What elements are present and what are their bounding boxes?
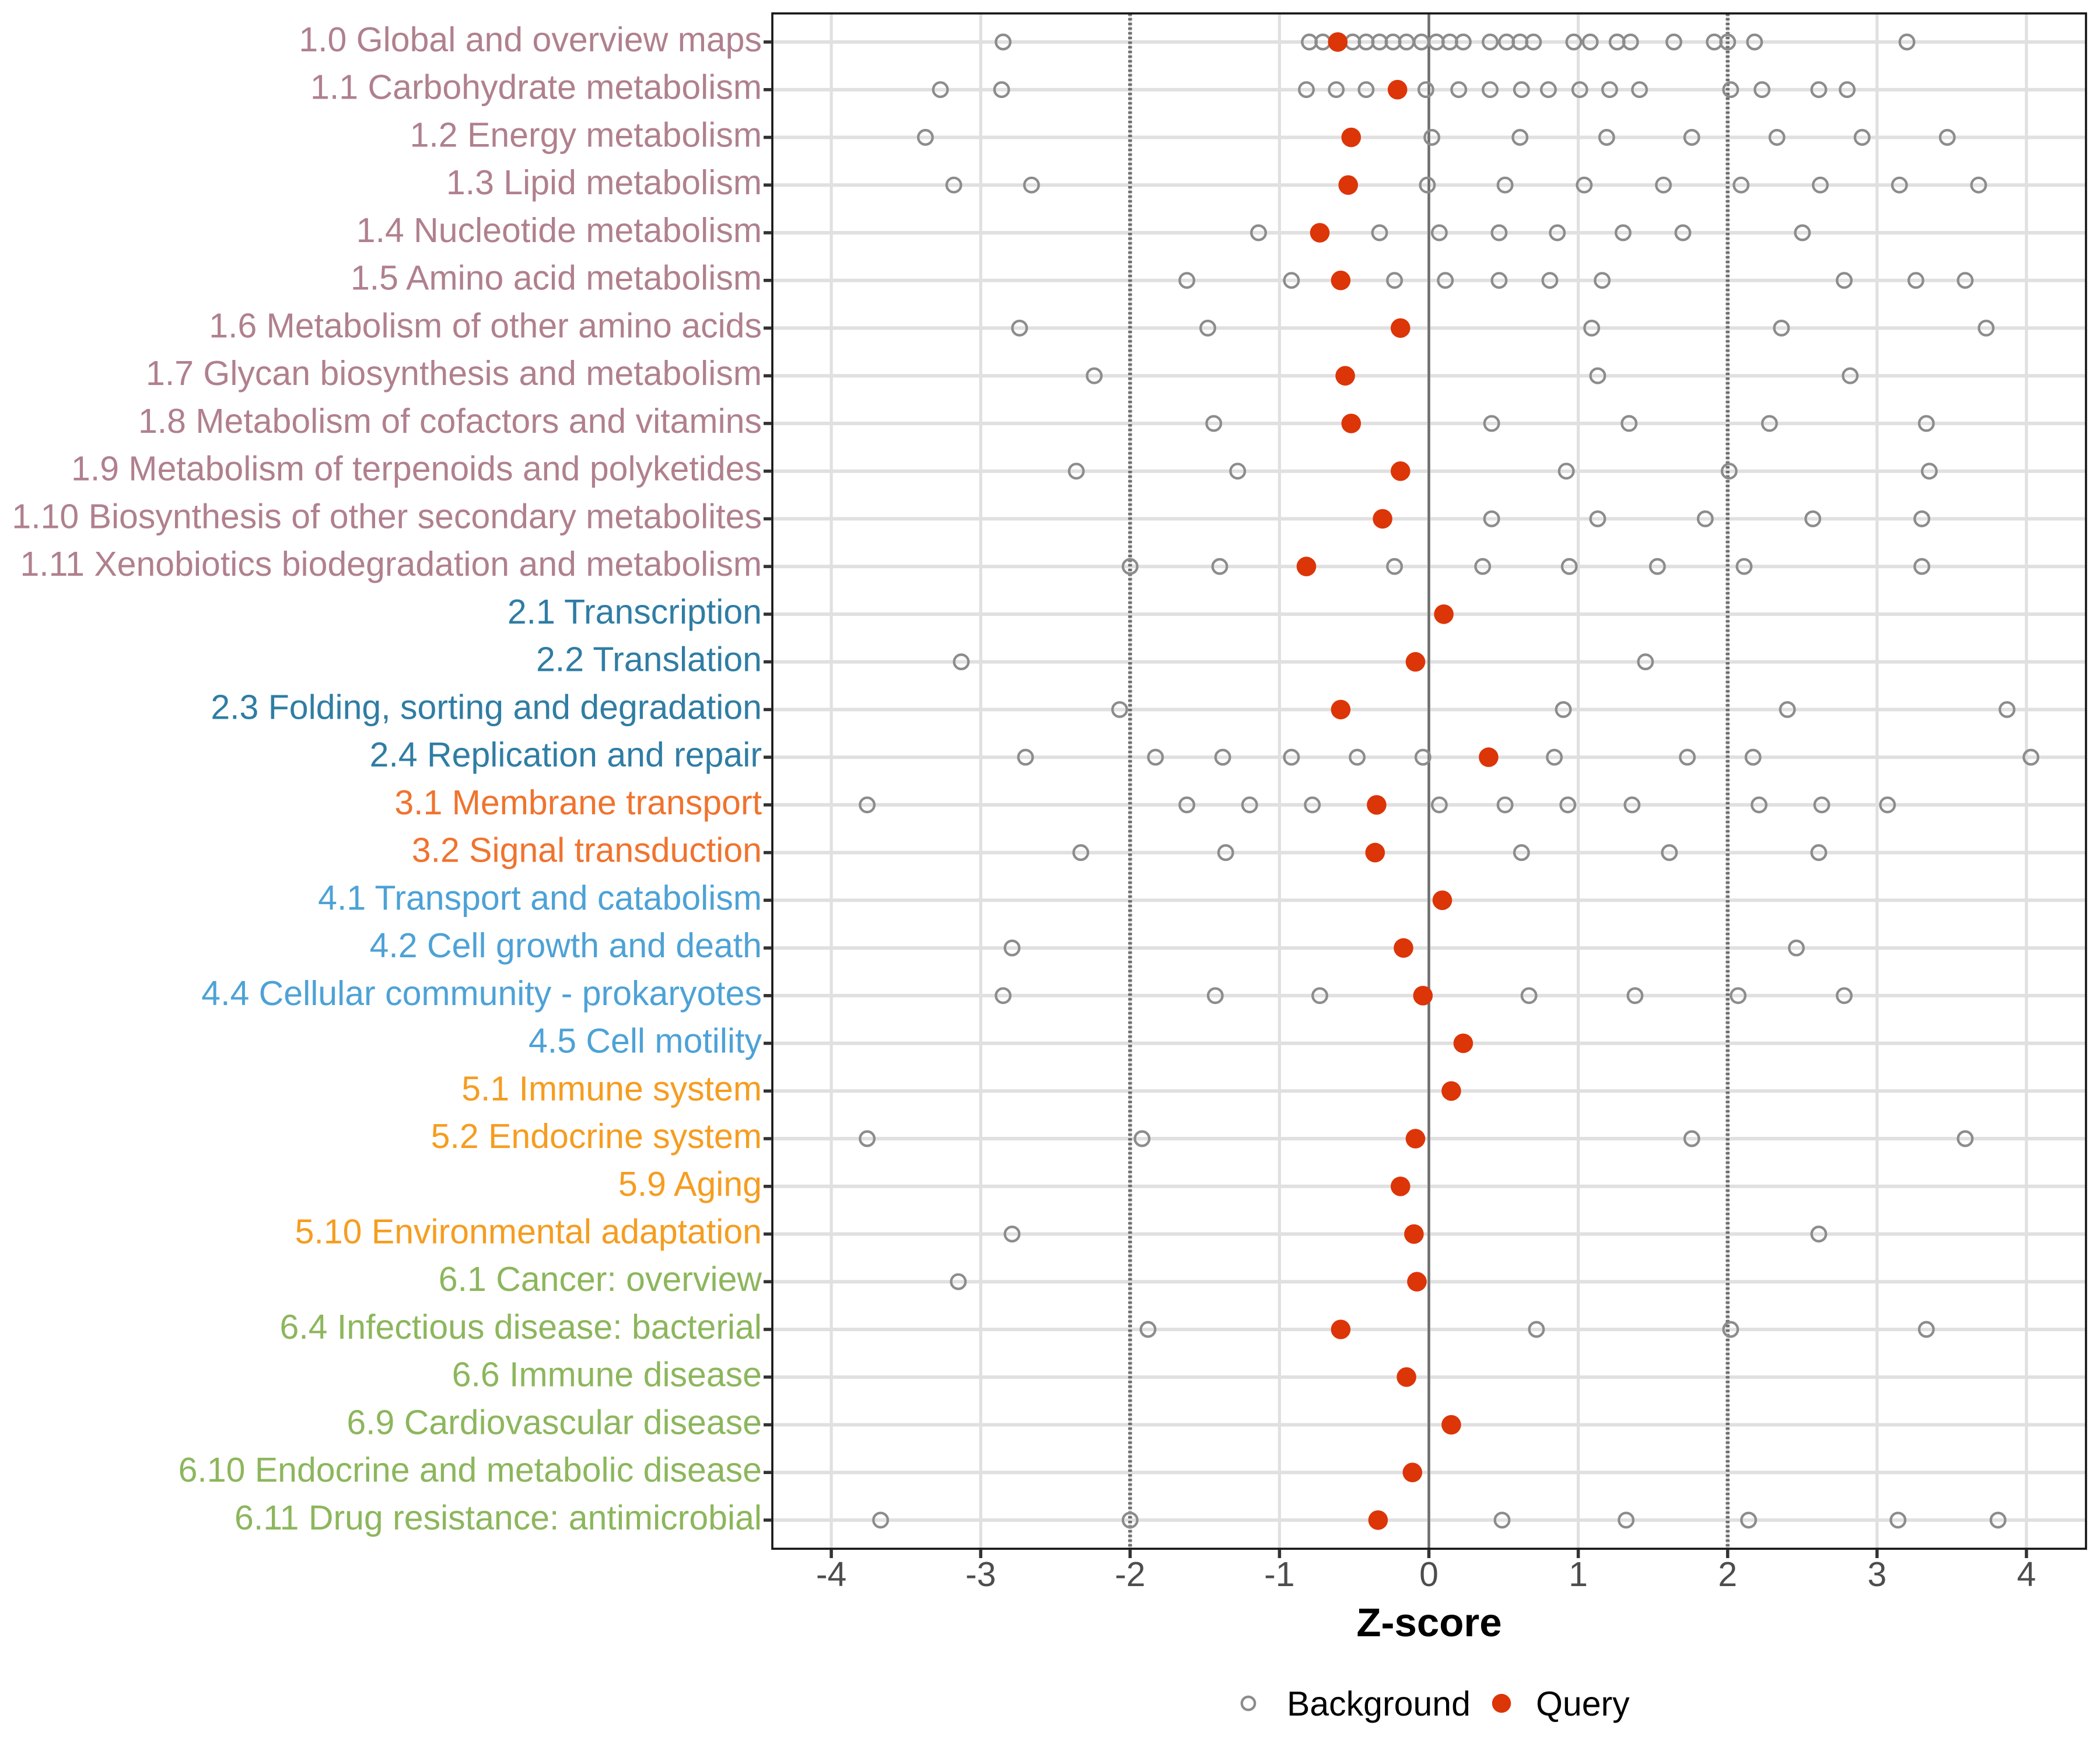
svg-text:2.1 Transcription: 2.1 Transcription xyxy=(508,593,762,631)
svg-text:4.2 Cell growth and death: 4.2 Cell growth and death xyxy=(370,926,762,965)
svg-text:6.1 Cancer: overview: 6.1 Cancer: overview xyxy=(439,1260,762,1298)
svg-text:6.4 Infectious disease: bacter: 6.4 Infectious disease: bacterial xyxy=(280,1308,762,1346)
svg-text:-1: -1 xyxy=(1264,1555,1294,1594)
svg-text:1.8 Metabolism of cofactors an: 1.8 Metabolism of cofactors and vitamins xyxy=(138,402,762,440)
svg-text:5.10 Environmental adaptation: 5.10 Environmental adaptation xyxy=(295,1213,762,1251)
svg-text:6.11 Drug resistance: antimicr: 6.11 Drug resistance: antimicrobial xyxy=(235,1499,762,1537)
svg-text:1.6 Metabolism of other amino: 1.6 Metabolism of other amino acids xyxy=(209,306,762,345)
svg-text:3: 3 xyxy=(1867,1555,1887,1594)
svg-text:4.1 Transport and catabolism: 4.1 Transport and catabolism xyxy=(318,878,762,917)
svg-text:2.3 Folding, sorting and degra: 2.3 Folding, sorting and degradation xyxy=(211,688,762,726)
svg-text:Background: Background xyxy=(1287,1685,1471,1723)
svg-text:Z-score: Z-score xyxy=(1356,1600,1502,1645)
svg-text:1.11 Xenobiotics biodegradatio: 1.11 Xenobiotics biodegradation and meta… xyxy=(20,545,762,583)
svg-text:-4: -4 xyxy=(816,1555,846,1594)
svg-text:6.6 Immune disease: 6.6 Immune disease xyxy=(452,1356,762,1394)
svg-text:2.2 Translation: 2.2 Translation xyxy=(536,640,762,679)
svg-text:4.4 Cellular community - proka: 4.4 Cellular community - prokaryotes xyxy=(201,974,762,1013)
svg-text:3.2 Signal transduction: 3.2 Signal transduction xyxy=(412,831,762,870)
svg-text:1.0 Global and overview maps: 1.0 Global and overview maps xyxy=(299,20,762,59)
svg-text:5.9 Aging: 5.9 Aging xyxy=(618,1165,762,1203)
svg-text:2: 2 xyxy=(1718,1555,1737,1594)
svg-text:3.1 Membrane transport: 3.1 Membrane transport xyxy=(394,783,762,822)
svg-text:1.3 Lipid metabolism: 1.3 Lipid metabolism xyxy=(446,163,762,202)
svg-text:-3: -3 xyxy=(965,1555,996,1594)
svg-text:4.5 Cell motility: 4.5 Cell motility xyxy=(528,1022,762,1060)
svg-text:1.4 Nucleotide metabolism: 1.4 Nucleotide metabolism xyxy=(356,211,762,250)
svg-text:1.5 Amino acid metabolism: 1.5 Amino acid metabolism xyxy=(351,259,762,298)
svg-text:1.2 Energy metabolism: 1.2 Energy metabolism xyxy=(410,116,762,155)
svg-text:-2: -2 xyxy=(1115,1555,1145,1594)
svg-text:6.9 Cardiovascular disease: 6.9 Cardiovascular disease xyxy=(346,1404,762,1442)
svg-text:5.2 Endocrine system: 5.2 Endocrine system xyxy=(431,1117,762,1156)
svg-text:Query: Query xyxy=(1536,1685,1630,1723)
svg-text:1.7 Glycan biosynthesis and me: 1.7 Glycan biosynthesis and metabolism xyxy=(146,354,762,393)
svg-text:5.1 Immune system: 5.1 Immune system xyxy=(461,1069,762,1108)
svg-text:0: 0 xyxy=(1419,1555,1438,1594)
svg-text:1.9 Metabolism of terpenoids a: 1.9 Metabolism of terpenoids and polyket… xyxy=(71,450,762,488)
svg-text:1.1 Carbohydrate metabolism: 1.1 Carbohydrate metabolism xyxy=(310,68,762,107)
svg-text:6.10 Endocrine and metabolic d: 6.10 Endocrine and metabolic disease xyxy=(178,1451,762,1489)
svg-text:4: 4 xyxy=(2017,1555,2036,1594)
svg-text:1: 1 xyxy=(1569,1555,1588,1594)
svg-text:1.10 Biosynthesis of other sec: 1.10 Biosynthesis of other secondary met… xyxy=(12,497,762,536)
svg-text:2.4 Replication and repair: 2.4 Replication and repair xyxy=(370,736,762,774)
